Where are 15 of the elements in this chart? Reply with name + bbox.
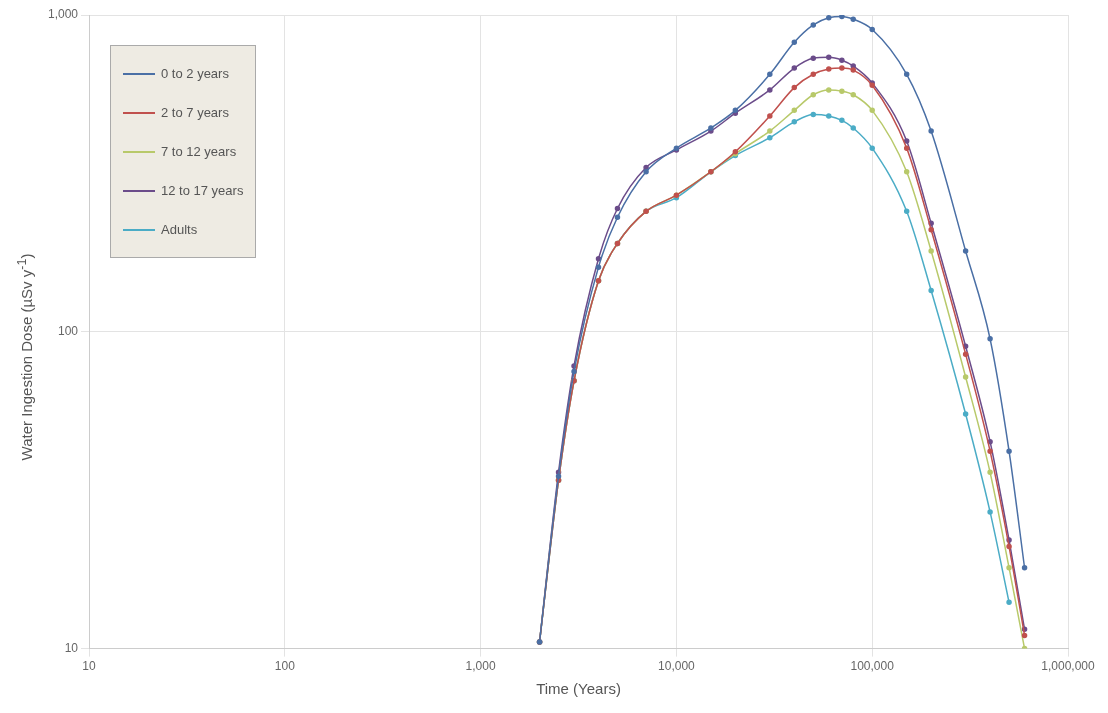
- legend-label: 12 to 17 years: [161, 183, 244, 198]
- y-tick-label: 100: [58, 324, 79, 339]
- legend-label: 2 to 7 years: [161, 105, 229, 120]
- legend-label: 7 to 12 years: [161, 144, 237, 159]
- x-tick-label: 1,000,000: [1041, 659, 1096, 674]
- legend-label: Adults: [161, 222, 198, 237]
- legend-label: 0 to 2 years: [161, 66, 229, 81]
- x-tick-label: 10: [82, 659, 97, 674]
- x-tick-label: 1,000: [465, 659, 496, 674]
- x-axis-title: Time (Years): [536, 680, 621, 698]
- x-tick-label: 100: [274, 659, 296, 674]
- y-tick-label: 10: [64, 640, 79, 655]
- x-tick-label: 10,000: [658, 659, 696, 674]
- x-tick-label: 100,000: [850, 659, 895, 674]
- y-tick-label: 1,000: [48, 7, 79, 22]
